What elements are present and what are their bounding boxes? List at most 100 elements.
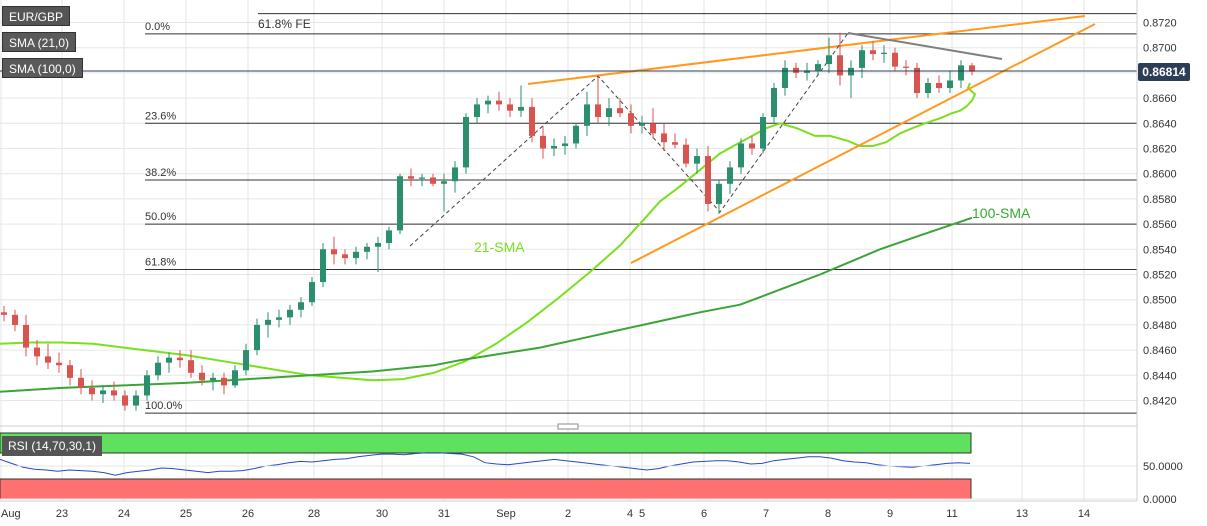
candle-body[interactable] bbox=[826, 55, 832, 65]
candle-body[interactable] bbox=[661, 133, 667, 143]
candle-body[interactable] bbox=[67, 365, 73, 378]
candle-body[interactable] bbox=[320, 249, 326, 283]
candle-body[interactable] bbox=[452, 167, 458, 182]
candle-body[interactable] bbox=[672, 142, 678, 145]
candle-body[interactable] bbox=[221, 377, 227, 386]
candle-body[interactable] bbox=[793, 67, 799, 73]
candle-body[interactable] bbox=[617, 108, 623, 114]
candle-body[interactable] bbox=[705, 156, 711, 204]
candle-body[interactable] bbox=[430, 177, 436, 184]
candle-body[interactable] bbox=[353, 251, 359, 259]
candle-body[interactable] bbox=[540, 135, 546, 149]
candle-body[interactable] bbox=[782, 67, 788, 89]
candle-body[interactable] bbox=[287, 309, 293, 318]
candle-body[interactable] bbox=[111, 390, 117, 396]
candle-body[interactable] bbox=[694, 156, 700, 164]
candle-body[interactable] bbox=[265, 319, 271, 325]
candle-body[interactable] bbox=[925, 82, 931, 94]
candle-body[interactable] bbox=[342, 254, 348, 259]
candle-body[interactable] bbox=[408, 176, 414, 179]
rsi-overbought-zone bbox=[0, 432, 972, 454]
candle-body[interactable] bbox=[144, 375, 150, 396]
candle-body[interactable] bbox=[23, 324, 29, 348]
candle-body[interactable] bbox=[771, 88, 777, 117]
candle-body[interactable] bbox=[56, 362, 62, 366]
candle-body[interactable] bbox=[870, 50, 876, 54]
candle-body[interactable] bbox=[34, 347, 40, 357]
candle-body[interactable] bbox=[276, 317, 282, 320]
candle-body[interactable] bbox=[969, 65, 975, 72]
candle-body[interactable] bbox=[639, 123, 645, 126]
candle-body[interactable] bbox=[551, 145, 557, 149]
candle-body[interactable] bbox=[507, 104, 513, 111]
candle-body[interactable] bbox=[650, 123, 656, 134]
candle-body[interactable] bbox=[958, 65, 964, 81]
candle-body[interactable] bbox=[562, 143, 568, 146]
candle-body[interactable] bbox=[100, 390, 106, 395]
candle-body[interactable] bbox=[441, 181, 447, 184]
candle-body[interactable] bbox=[606, 108, 612, 117]
fibo-label: 100.0% bbox=[145, 400, 183, 412]
sma21-legend[interactable]: SMA (21,0) bbox=[2, 32, 77, 52]
candle-body[interactable] bbox=[947, 80, 953, 89]
candle-body[interactable] bbox=[298, 302, 304, 310]
candle-body[interactable] bbox=[848, 67, 854, 76]
candle-body[interactable] bbox=[815, 64, 821, 71]
candle-body[interactable] bbox=[331, 249, 337, 255]
candle-body[interactable] bbox=[628, 113, 634, 126]
candle-body[interactable] bbox=[463, 117, 469, 168]
candle-body[interactable] bbox=[166, 357, 172, 363]
candle-body[interactable] bbox=[716, 183, 722, 204]
candle-body[interactable] bbox=[881, 52, 887, 54]
candle-body[interactable] bbox=[364, 246, 370, 252]
candle-body[interactable] bbox=[210, 377, 216, 381]
candle-body[interactable] bbox=[254, 324, 260, 351]
candle-body[interactable] bbox=[89, 387, 95, 395]
candle-body[interactable] bbox=[386, 230, 392, 243]
candle-body[interactable] bbox=[375, 243, 381, 247]
candle-body[interactable] bbox=[760, 117, 766, 149]
candle-body[interactable] bbox=[584, 104, 590, 126]
candle-body[interactable] bbox=[727, 167, 733, 184]
candle-body[interactable] bbox=[155, 362, 161, 376]
candle-body[interactable] bbox=[177, 357, 183, 361]
candle-body[interactable] bbox=[188, 360, 194, 373]
candle-body[interactable] bbox=[485, 100, 491, 105]
candle-body[interactable] bbox=[936, 82, 942, 89]
candle-body[interactable] bbox=[859, 50, 865, 68]
candle-body[interactable] bbox=[496, 100, 502, 105]
candle-body[interactable] bbox=[309, 282, 315, 303]
candle-body[interactable] bbox=[892, 52, 898, 67]
candle-body[interactable] bbox=[133, 395, 139, 406]
lower-trend-line[interactable] bbox=[630, 23, 1096, 264]
candle-body[interactable] bbox=[122, 395, 128, 406]
candle-body[interactable] bbox=[595, 104, 601, 117]
candle-body[interactable] bbox=[749, 143, 755, 149]
upper-trend-line[interactable] bbox=[527, 15, 1086, 85]
candle-body[interactable] bbox=[1, 312, 7, 315]
candle-body[interactable] bbox=[683, 144, 689, 164]
candle-body[interactable] bbox=[232, 370, 238, 386]
symbol-label[interactable]: EUR/GBP bbox=[2, 6, 71, 26]
candle-body[interactable] bbox=[397, 176, 403, 231]
candle-body[interactable] bbox=[529, 106, 535, 136]
rsi-legend[interactable]: RSI (14,70,30,1) bbox=[2, 436, 103, 456]
candle-body[interactable] bbox=[45, 356, 51, 363]
candle-body[interactable] bbox=[738, 143, 744, 168]
candle-body[interactable] bbox=[573, 125, 579, 144]
candle-body[interactable] bbox=[419, 177, 425, 179]
x-tick-label: 7 bbox=[763, 508, 769, 520]
sma100-legend[interactable]: SMA (100,0) bbox=[2, 58, 83, 78]
candle-body[interactable] bbox=[199, 372, 205, 381]
candle-body[interactable] bbox=[474, 104, 480, 117]
candle-body[interactable] bbox=[914, 67, 920, 94]
candle-body[interactable] bbox=[903, 66, 909, 68]
candle-body[interactable] bbox=[12, 314, 18, 325]
resistance-line[interactable] bbox=[847, 32, 1003, 60]
pane-resize-handle[interactable] bbox=[557, 423, 579, 430]
candle-body[interactable] bbox=[837, 55, 843, 76]
candle-body[interactable] bbox=[518, 106, 524, 111]
candle-body[interactable] bbox=[78, 377, 84, 388]
candle-body[interactable] bbox=[243, 350, 249, 371]
candle-body[interactable] bbox=[804, 70, 810, 73]
